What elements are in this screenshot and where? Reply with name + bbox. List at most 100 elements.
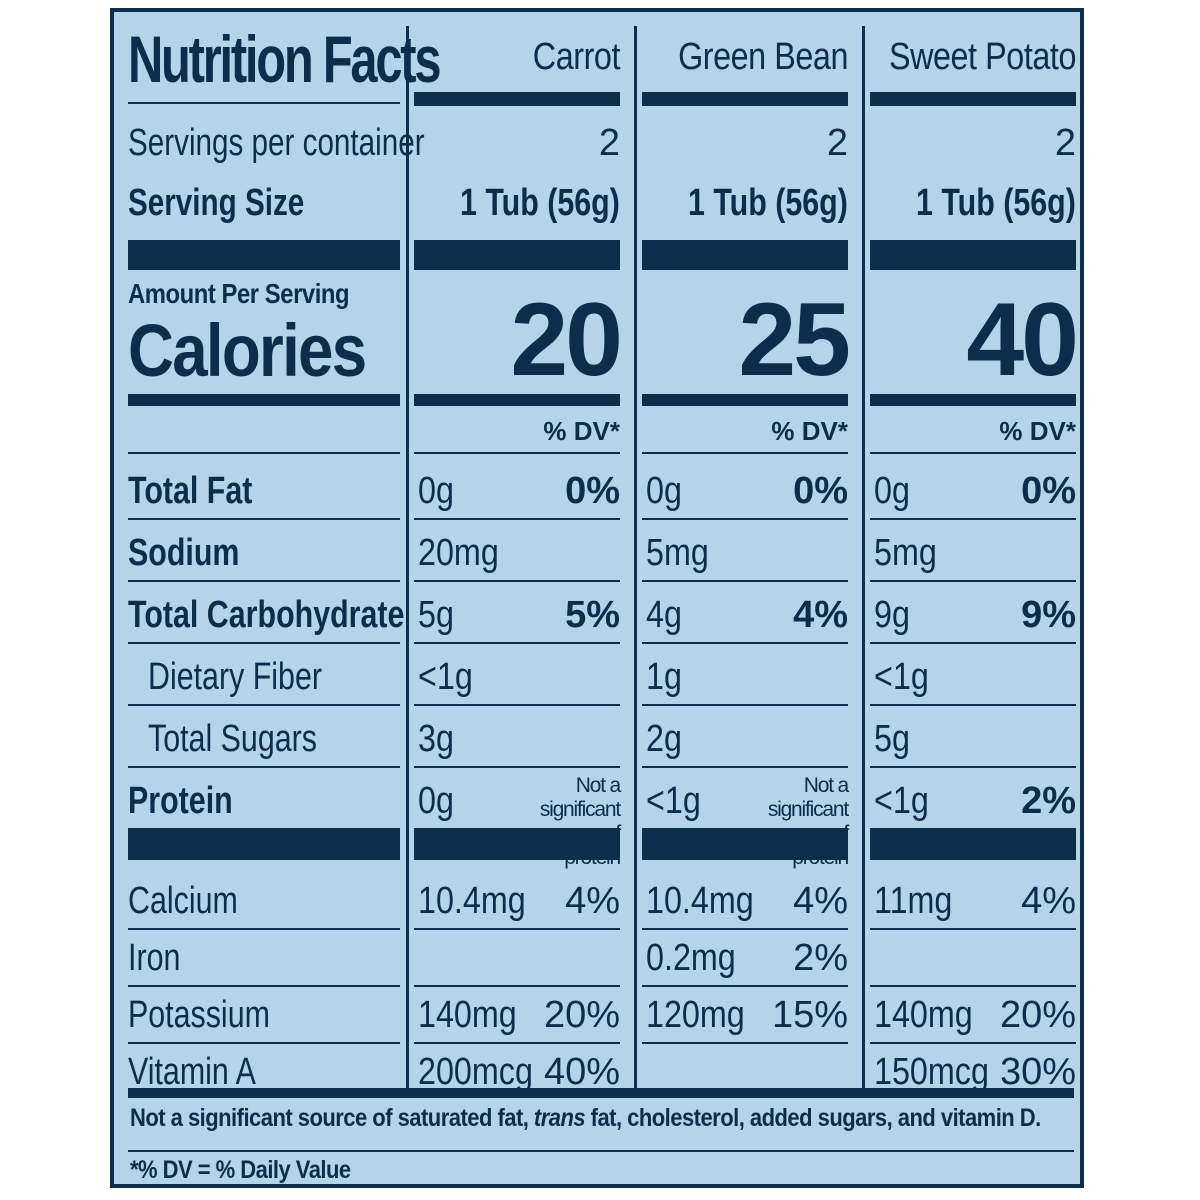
row-rule [642,828,848,830]
servings-label: Servings per container [128,122,425,164]
calories-value: 20 [510,282,623,398]
label-title: Nutrition Facts [128,22,442,96]
nutrient-amount: 20mg [418,532,499,574]
thick-rule [128,830,400,860]
mineral-dv: 2% [793,937,848,979]
mineral-dv: 20% [543,994,620,1036]
row-rule [128,1042,400,1044]
row-rule [642,452,848,454]
mineral-label: Potassium [128,994,270,1036]
title-rule [128,102,400,104]
medium-rule [414,394,620,406]
mineral-amount: 11mg [874,880,953,922]
nutrient-amount: 5mg [874,532,937,574]
row-rule [414,704,620,706]
row-rule [414,580,620,582]
row-rule [128,518,400,520]
mineral-amount: 140mg [874,994,973,1036]
servings-value: 2 [826,122,848,164]
nutrient-dv: 9% [1021,594,1076,636]
row-rule [870,766,1076,768]
product-column: Green Bean 2 1 Tub (56g) 25 % DV* 0g 0% 5mg 4g 4%… [642,12,851,1088]
servings-value: 2 [598,122,620,164]
mineral-amount: 10.4mg [418,880,526,922]
mineral-dv: 4% [793,880,848,922]
nutrient-amount: <1g [874,780,929,822]
nutrient-label: Total Fat [128,470,253,512]
row-rule [128,580,400,582]
row-rule [870,985,1076,987]
column-header: Green Bean [678,36,848,78]
dv-header: % DV* [771,416,848,446]
dv-legend: *% DV = % Daily Value [130,1156,351,1184]
row-rule [128,928,400,930]
row-rule [642,642,848,644]
nutrient-label: Protein [128,780,233,822]
nutrient-amount: 0g [646,470,682,512]
column-divider [406,26,409,1096]
mineral-dv: 4% [565,880,620,922]
product-column: Carrot 2 1 Tub (56g) 20 % DV* 0g 0% 20mg 5g 5% <1g… [414,12,623,1093]
mineral-amount: 0.2mg [646,937,736,979]
row-rule [870,580,1076,582]
calories-value: 40 [966,282,1079,398]
row-rule [642,985,848,987]
nutrient-dv: 2% [1021,780,1076,822]
mineral-dv: 15% [771,994,848,1036]
thick-rule [642,830,848,860]
mineral-label: Iron [128,937,181,979]
row-rule [642,928,848,930]
nutrient-amount: <1g [418,656,473,698]
row-rule [870,704,1076,706]
row-rule [128,452,400,454]
thick-rule [642,92,848,106]
nutrient-amount: 2g [646,718,682,760]
row-rule [414,985,620,987]
row-rule [870,642,1076,644]
footnote-rule [128,1150,1074,1152]
row-rule [642,580,848,582]
nutrient-dv: 5% [565,594,620,636]
dv-header: % DV* [543,416,620,446]
nutrient-dv: 4% [793,594,848,636]
nutrition-facts-label: Nutrition Facts Servings per container S… [110,8,1084,1188]
nutrient-amount: <1g [874,656,929,698]
nutrient-amount: 3g [418,718,454,760]
medium-rule [642,394,848,406]
mineral-label: Vitamin A [128,1051,256,1093]
nutrient-label: Sodium [128,532,240,574]
column-header: Carrot [532,36,621,78]
thick-rule [414,830,620,860]
nutrient-label: Total Carbohydrate [128,594,405,636]
row-rule [128,828,400,830]
mineral-amount: 10.4mg [646,880,754,922]
dv-header: % DV* [999,416,1076,446]
thick-rule [870,92,1076,106]
bottom-rule [128,1088,1074,1098]
row-rule [128,642,400,644]
serving-size-value: 1 Tub (56g) [460,182,620,224]
nutrient-dv: 0% [793,470,848,512]
serving-size-label: Serving Size [128,182,305,224]
nutrient-amount: <1g [646,780,701,822]
row-rule [414,828,620,830]
row-rule [414,642,620,644]
mineral-label: Calcium [128,880,238,922]
mineral-dv: 40% [543,1051,620,1093]
nutrient-dv: 0% [565,470,620,512]
thick-rule [414,240,620,270]
row-rule [642,1042,848,1044]
row-rule [414,1042,620,1044]
mineral-amount: 140mg [418,994,517,1036]
nutrient-amount: 4g [646,594,682,636]
nutrient-amount: 0g [874,470,910,512]
thick-rule [870,830,1076,860]
nutrient-dv: 0% [1021,470,1076,512]
row-rule [128,704,400,706]
servings-value: 2 [1054,122,1076,164]
nutrient-amount: 5mg [646,532,709,574]
nutrient-amount: 5g [874,718,910,760]
serving-size-value: 1 Tub (56g) [916,182,1076,224]
mineral-dv: 30% [999,1051,1076,1093]
product-column: Sweet Potato 2 1 Tub (56g) 40 % DV* 0g 0% 5mg 9g… [870,12,1079,1093]
